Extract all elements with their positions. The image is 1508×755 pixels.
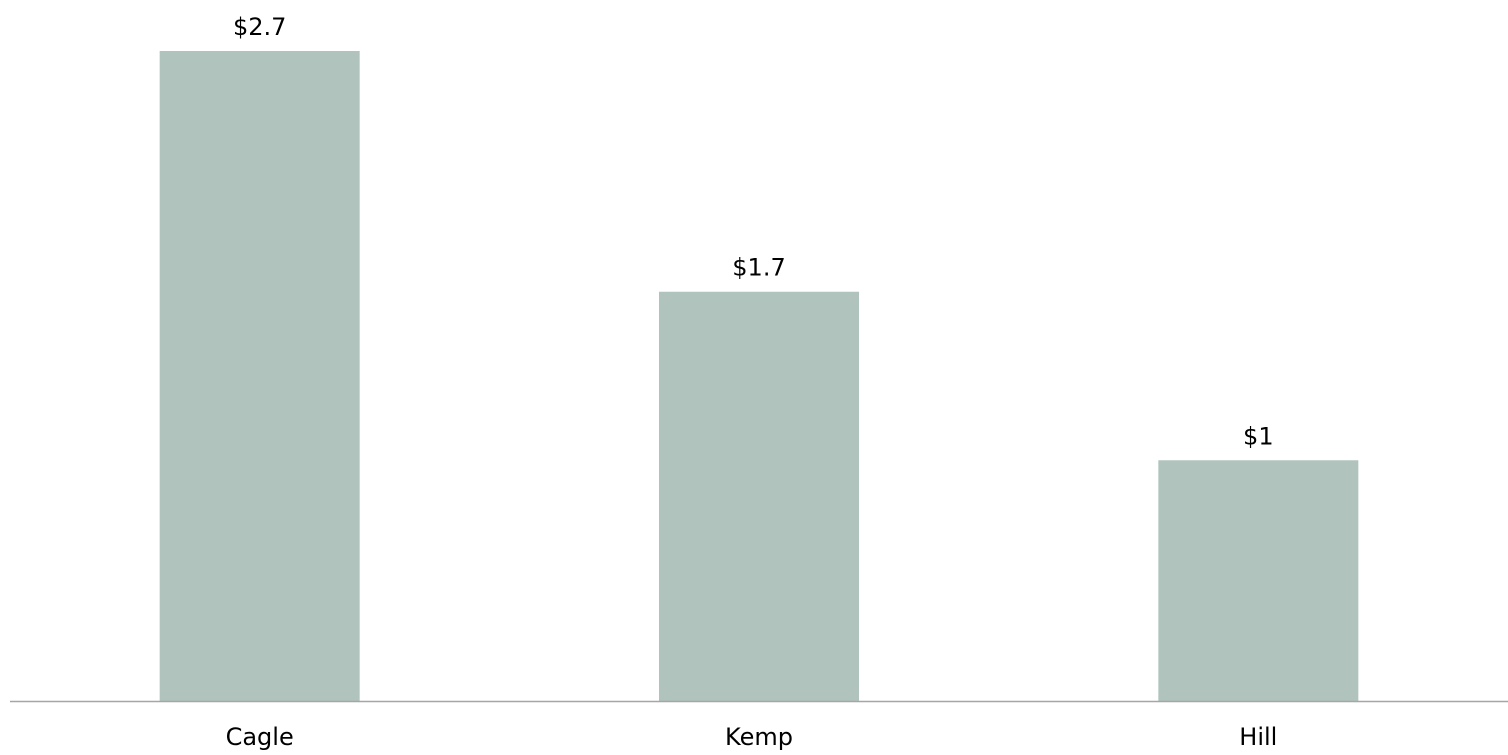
category-label-hill: Hill — [1239, 723, 1277, 751]
data-label-kemp: $1.7 — [732, 254, 785, 282]
data-label-hill: $1 — [1243, 422, 1274, 450]
data-label-cagle: $2.7 — [233, 13, 286, 41]
bars-group — [159, 51, 1359, 701]
bar-kemp — [659, 291, 859, 701]
category-label-cagle: Cagle — [226, 723, 294, 751]
bar-cagle — [159, 51, 360, 701]
labels-group: $2.7 Cagle $1.7 Kemp $1 Hill — [226, 13, 1278, 751]
category-label-kemp: Kemp — [725, 723, 793, 751]
bar-hill — [1158, 460, 1359, 701]
